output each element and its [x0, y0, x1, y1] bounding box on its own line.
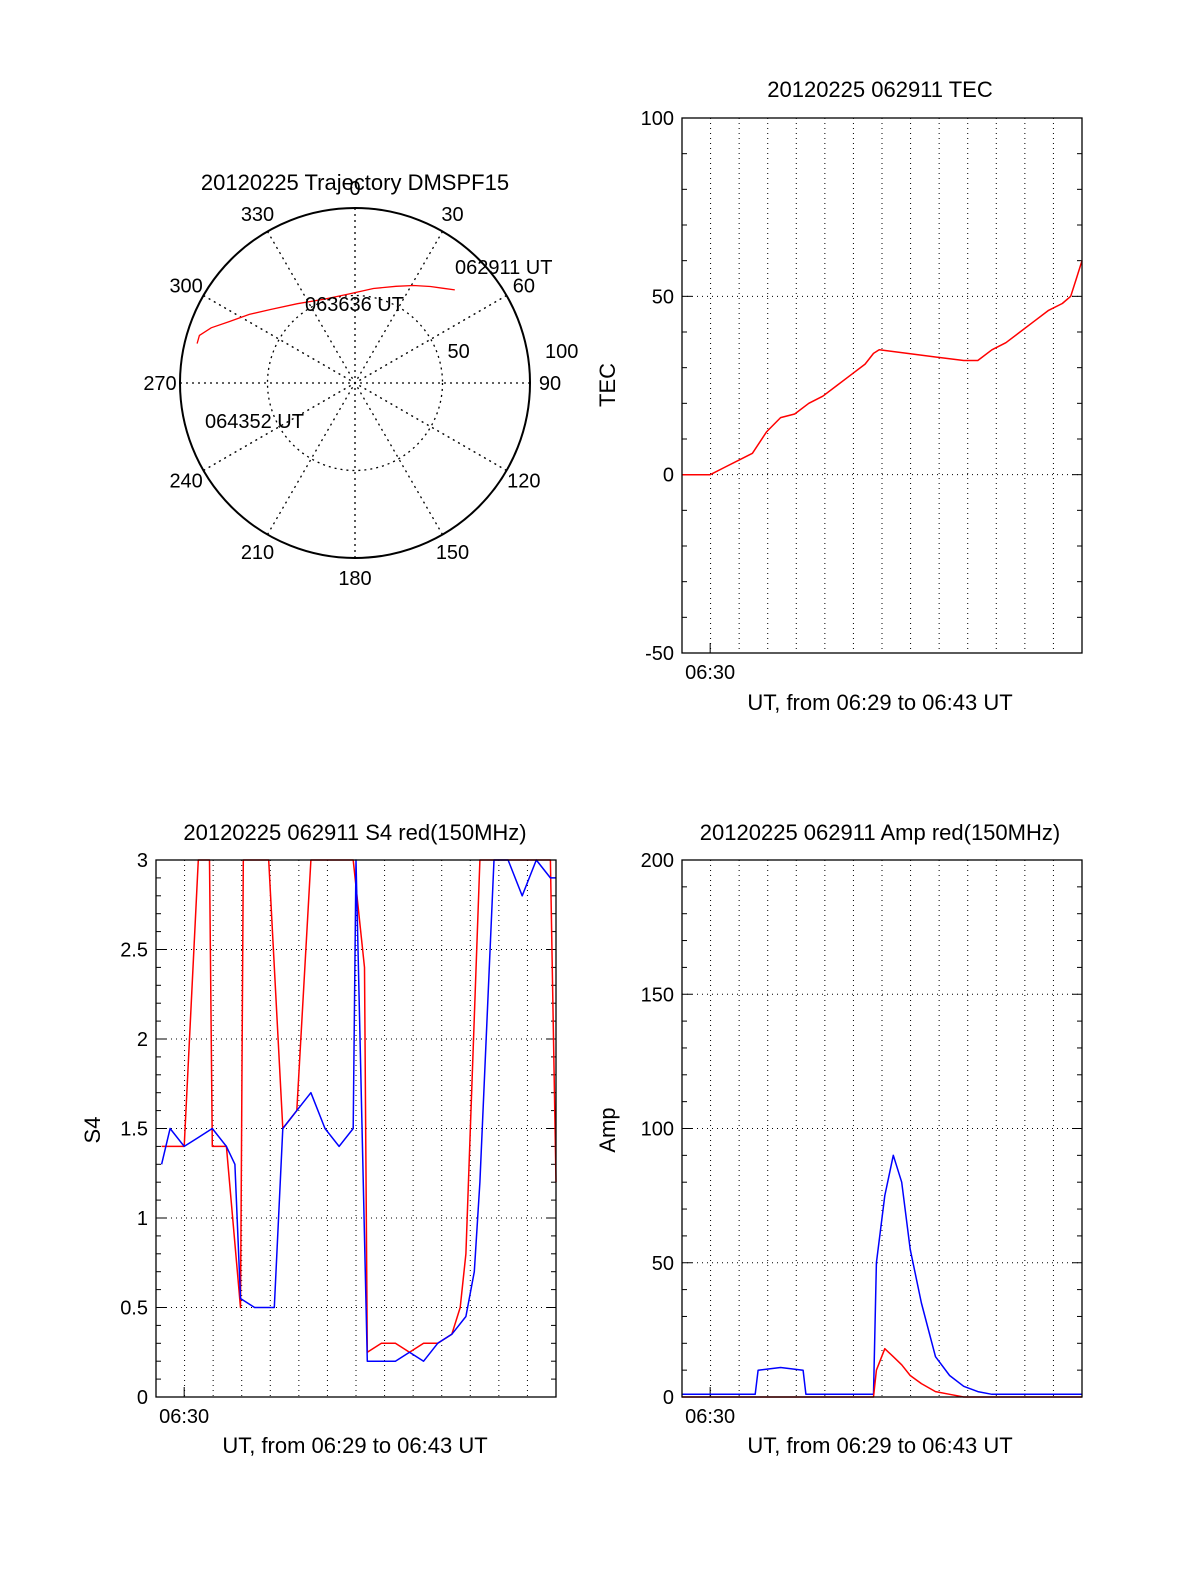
- trajectory-series: [196, 284, 455, 344]
- ytick-label: 2.5: [120, 940, 148, 962]
- data-series-line: [682, 1154, 1082, 1396]
- ytick-label: 1: [137, 1208, 148, 1230]
- polar-angle-label: 180: [338, 568, 371, 590]
- amp-ylabel: Amp: [595, 1107, 620, 1152]
- polar-radial-label: 100: [545, 341, 578, 363]
- trajectory-line: [196, 284, 455, 344]
- polar-grid: [179, 207, 531, 559]
- data-series-line: [161, 859, 557, 1354]
- polar-angle-label: 30: [441, 204, 463, 226]
- data-series-line: [682, 260, 1083, 476]
- polar-angle-labels: 0 30 60 90 120 150 180 210 240 270 300 330: [143, 178, 561, 590]
- polar-angle-label: 60: [513, 276, 535, 298]
- plot-frame: [681, 859, 1083, 1398]
- polar-angle-label: 270: [143, 373, 176, 395]
- ytick-label: 200: [641, 850, 674, 872]
- ytick-label: 50: [652, 286, 674, 308]
- polar-angle-label: 210: [241, 542, 274, 564]
- s4-ylabel: S4: [80, 1117, 105, 1144]
- amp-plot-area: 0 50 100 150 200 06:30: [641, 850, 1083, 1428]
- polar-angle-label: 120: [507, 471, 540, 493]
- ytick-label: 50: [652, 1253, 674, 1275]
- tec-ylabel: TEC: [595, 363, 620, 407]
- s4-panel: 20120225 062911 S4 red(150MHz) S4 UT, fr…: [80, 820, 557, 1458]
- polar-angle-label: 240: [169, 471, 202, 493]
- polar-angle-label: 300: [169, 276, 202, 298]
- polar-angle-label: 0: [349, 178, 360, 200]
- ytick-label: 0: [663, 465, 674, 487]
- xtick-label: 06:30: [159, 1406, 209, 1428]
- annotation-end-time: 064352 UT: [205, 411, 304, 433]
- polar-ring-50: [266, 294, 444, 472]
- data-series-line: [160, 859, 556, 1362]
- polar-angle-label: 330: [241, 204, 274, 226]
- polar-radial-labels: 50 100: [448, 341, 579, 363]
- amp-xlabel: UT, from 06:29 to 06:43 UT: [747, 1433, 1012, 1458]
- tec-panel: 20120225 062911 TEC TEC UT, from 06:29 t…: [595, 77, 1083, 715]
- ytick-label: 3: [137, 850, 148, 872]
- ytick-label: -50: [645, 643, 674, 665]
- polar-spoke-150: [266, 231, 444, 535]
- ytick-label: 100: [641, 1119, 674, 1141]
- plot-frame: [155, 859, 557, 1398]
- ytick-label: 0: [137, 1387, 148, 1409]
- data-series-line: [682, 1347, 1082, 1398]
- ytick-label: 2: [137, 1029, 148, 1051]
- amp-panel: 20120225 062911 Amp red(150MHz) Amp UT, …: [595, 820, 1083, 1458]
- s4-title: 20120225 062911 S4 red(150MHz): [183, 820, 526, 845]
- amp-title: 20120225 062911 Amp red(150MHz): [700, 820, 1060, 845]
- polar-angle-label: 90: [539, 373, 561, 395]
- annotation-mid-time: 063636 UT: [305, 294, 404, 316]
- ytick-label: 0.5: [120, 1298, 148, 1320]
- polar-angle-label: 150: [436, 542, 469, 564]
- xtick-label: 06:30: [685, 662, 735, 684]
- s4-xlabel: UT, from 06:29 to 06:43 UT: [222, 1433, 487, 1458]
- ytick-label: 1.5: [120, 1119, 148, 1141]
- polar-radial-label: 50: [448, 341, 470, 363]
- tec-title: 20120225 062911 TEC: [767, 77, 993, 102]
- ytick-label: 100: [641, 108, 674, 130]
- ytick-label: 0: [663, 1387, 674, 1409]
- tec-plot-area: -50 0 50 100 06:30: [641, 108, 1083, 684]
- s4-plot-area: 0 0.5 1 1.5 2 2.5 3 06:30: [120, 850, 557, 1428]
- annotation-start-time: 062911 UT: [455, 257, 552, 279]
- polar-trajectory-panel: 20120225 Trajectory DMSPF15 0 30 60 90 120 15…: [143, 170, 578, 590]
- plot-frame: [681, 117, 1083, 654]
- xtick-label: 06:30: [685, 1406, 735, 1428]
- tec-xlabel: UT, from 06:29 to 06:43 UT: [747, 690, 1012, 715]
- ytick-label: 150: [641, 984, 674, 1006]
- polar-title: 20120225 Trajectory DMSPF15: [201, 170, 509, 195]
